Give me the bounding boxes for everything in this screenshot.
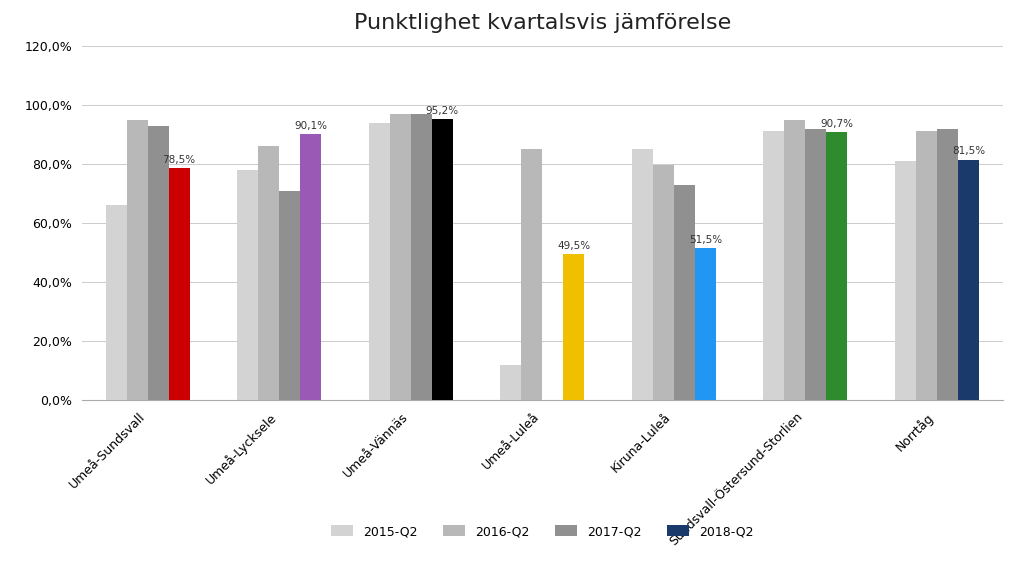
Bar [827, 132, 847, 400]
Bar [127, 120, 147, 400]
Bar [674, 185, 695, 400]
Bar [432, 119, 453, 400]
Text: 90,7%: 90,7% [820, 119, 853, 129]
Bar [695, 248, 716, 400]
Text: 49,5%: 49,5% [558, 241, 590, 251]
Bar [631, 149, 653, 400]
Bar [300, 134, 321, 400]
Text: 81,5%: 81,5% [951, 146, 985, 156]
Bar [169, 168, 189, 400]
Text: 95,2%: 95,2% [426, 105, 458, 116]
Bar [258, 146, 279, 400]
Legend: 2015-Q2, 2016-Q2, 2017-Q2, 2018-Q2: 2015-Q2, 2016-Q2, 2017-Q2, 2018-Q2 [325, 520, 759, 543]
Bar [105, 205, 127, 400]
Bar [279, 190, 300, 400]
Bar [937, 129, 958, 400]
Bar [763, 132, 785, 400]
Bar [785, 120, 805, 400]
Bar [410, 114, 432, 400]
Text: 51,5%: 51,5% [688, 235, 722, 245]
Title: Punktlighet kvartalsvis jämförelse: Punktlighet kvartalsvis jämförelse [354, 13, 730, 33]
Bar [500, 365, 521, 400]
Bar [805, 129, 827, 400]
Bar [521, 149, 542, 400]
Bar [237, 170, 258, 400]
Bar [895, 161, 916, 400]
Bar [653, 165, 674, 400]
Bar [147, 125, 169, 400]
Bar [564, 254, 584, 400]
Bar [368, 122, 390, 400]
Bar [958, 160, 979, 400]
Bar [390, 114, 410, 400]
Bar [916, 132, 937, 400]
Text: 90,1%: 90,1% [295, 121, 327, 130]
Text: 78,5%: 78,5% [163, 155, 195, 165]
